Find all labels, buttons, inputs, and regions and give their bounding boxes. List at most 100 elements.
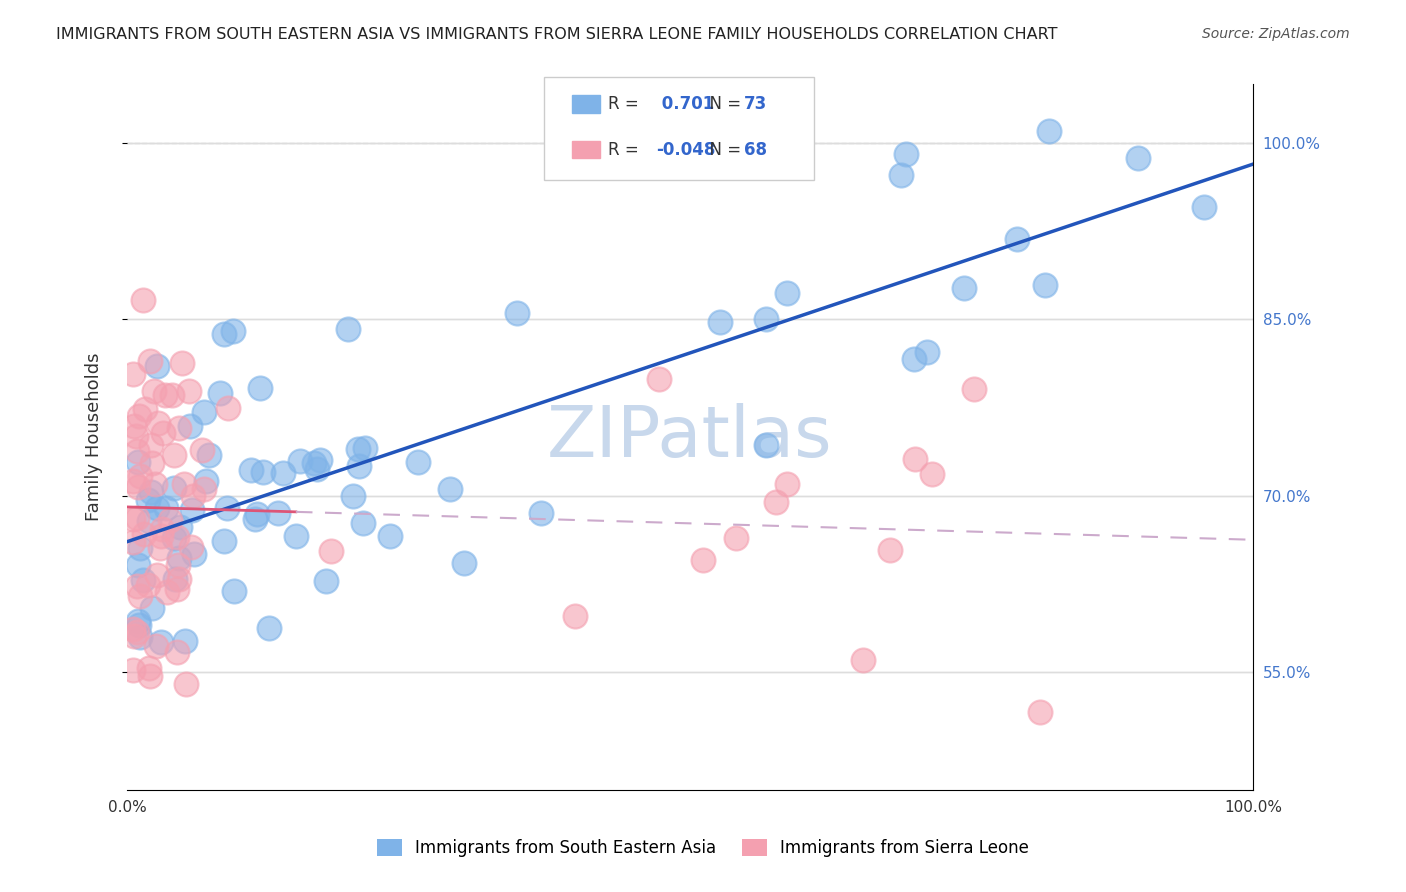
Point [288,454,311,468]
Point [209,386,232,401]
Point [193,405,215,419]
Point [776,476,799,491]
Point [215,500,238,515]
FancyBboxPatch shape [572,141,600,159]
Point [342,489,364,503]
Point [138,514,160,528]
Point [141,601,163,615]
Point [166,530,188,544]
Point [125,511,148,525]
Point [765,495,787,509]
Point [122,629,145,643]
Point [378,529,401,543]
FancyBboxPatch shape [544,78,814,179]
Point [121,511,143,525]
Point [162,531,184,545]
Point [149,541,172,555]
Point [121,474,143,488]
Point [564,609,586,624]
Point [271,466,294,480]
Text: 73: 73 [744,95,768,113]
Point [221,324,243,338]
Point [136,493,159,508]
Text: N =: N = [699,95,747,113]
Y-axis label: Family Households: Family Households [86,353,103,521]
Point [321,543,343,558]
Point [336,322,359,336]
Point [159,512,181,526]
Point [755,312,778,326]
Point [852,653,875,667]
Point [136,578,159,592]
Point [755,438,778,452]
Point [315,574,337,589]
Text: ZIPatlas: ZIPatlas [547,402,832,472]
Point [129,589,152,603]
Point [167,572,190,586]
FancyBboxPatch shape [572,95,600,112]
Point [132,526,155,541]
Point [257,621,280,635]
Point [166,582,188,596]
Point [217,401,239,415]
Point [506,306,529,320]
Point [1192,200,1215,214]
Point [143,476,166,491]
Point [141,456,163,470]
Point [249,381,271,395]
Point [173,477,195,491]
Point [166,645,188,659]
Point [128,409,150,423]
Point [146,417,169,431]
Point [150,634,173,648]
Point [246,508,269,522]
Point [252,465,274,479]
Point [180,541,202,555]
Point [890,169,912,183]
Text: Source: ZipAtlas.com: Source: ZipAtlas.com [1202,27,1350,41]
Point [167,421,190,435]
Legend: Immigrants from South Eastern Asia, Immigrants from Sierra Leone: Immigrants from South Eastern Asia, Immi… [368,831,1038,866]
Point [406,455,429,469]
Point [181,489,204,503]
Point [156,584,179,599]
Text: IMMIGRANTS FROM SOUTH EASTERN ASIA VS IMMIGRANTS FROM SIERRA LEONE FAMILY HOUSEH: IMMIGRANTS FROM SOUTH EASTERN ASIA VS IM… [56,27,1057,42]
Point [127,579,149,593]
Point [125,428,148,442]
Point [149,529,172,543]
Point [152,425,174,440]
Point [155,388,177,402]
Point [128,631,150,645]
Point [139,438,162,452]
Point [163,448,186,462]
Point [170,356,193,370]
Point [212,534,235,549]
Point [139,669,162,683]
Text: R =: R = [607,141,644,159]
Point [127,480,149,494]
Point [127,614,149,628]
Point [146,501,169,516]
Point [132,293,155,307]
Point [302,456,325,470]
Point [127,625,149,640]
Point [267,506,290,520]
Point [138,661,160,675]
Point [352,516,374,530]
Point [128,618,150,632]
Point [121,534,143,549]
Point [194,474,217,488]
Point [127,455,149,469]
Point [198,448,221,462]
Point [167,550,190,565]
Point [146,568,169,582]
Point [141,484,163,499]
Point [127,558,149,573]
Point [121,623,143,637]
Point [183,547,205,561]
Point [903,352,925,367]
Point [349,458,371,473]
Point [1029,705,1052,719]
Point [139,354,162,368]
Point [145,639,167,653]
